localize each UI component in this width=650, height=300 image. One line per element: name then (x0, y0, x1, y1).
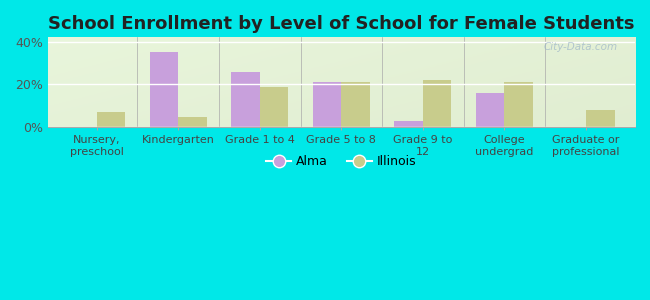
Bar (231, 72, 260, 127)
Bar (395, 121, 423, 127)
Bar (586, 110, 615, 127)
Title: School Enrollment by Level of School for Female Students: School Enrollment by Level of School for… (48, 15, 634, 33)
Bar (504, 82, 533, 127)
Bar (476, 93, 504, 127)
Bar (423, 80, 452, 127)
Bar (260, 87, 289, 127)
Legend: Alma, Illinois: Alma, Illinois (261, 150, 421, 173)
Bar (341, 82, 370, 127)
Bar (150, 52, 178, 127)
Bar (97, 112, 125, 127)
Bar (313, 82, 341, 127)
Text: City-Data.com: City-Data.com (543, 42, 618, 52)
Bar (178, 117, 207, 127)
